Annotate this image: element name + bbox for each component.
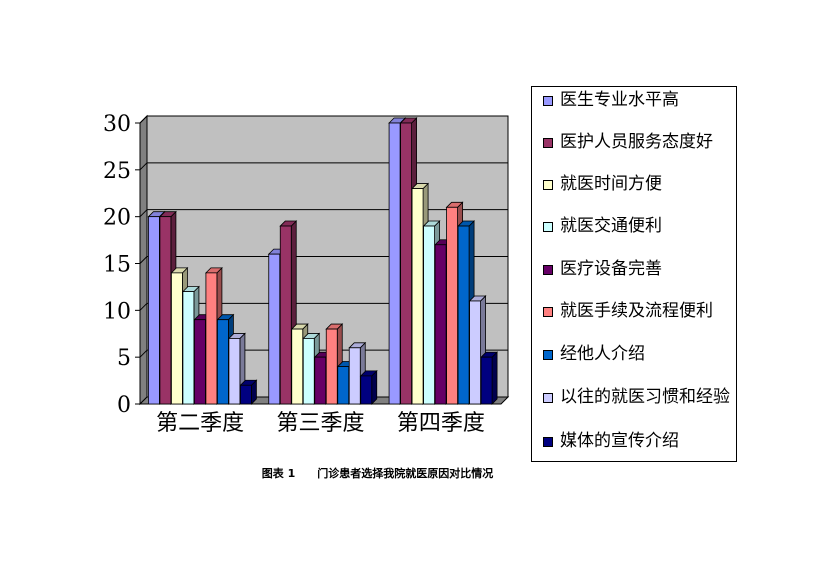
bar	[325, 328, 338, 405]
gridline-side	[139, 209, 148, 218]
bar-side	[491, 351, 498, 405]
y-tick-label: 5	[117, 346, 131, 371]
bar	[411, 188, 424, 405]
figure-caption: 图表 1 门诊患者选择我院就医原因对比情况	[0, 465, 815, 481]
bar	[337, 366, 350, 405]
legend-label: 以往的就医习惯和经验	[560, 387, 730, 407]
bar	[480, 356, 493, 405]
legend-label: 医护人员服务态度好	[560, 132, 713, 152]
bar	[302, 338, 315, 405]
gridline-side	[139, 162, 148, 171]
legend-label: 媒体的宣传介绍	[560, 431, 679, 451]
x-tick-label: 第三季度	[276, 411, 364, 436]
legend-swatch	[543, 180, 553, 190]
bar	[148, 216, 160, 405]
gridline-side	[139, 115, 148, 124]
legend-label: 经他人介绍	[560, 344, 645, 364]
legend-label: 就医交通便利	[560, 216, 662, 236]
bar	[400, 122, 412, 405]
legend-swatch	[543, 222, 553, 232]
y-tick-label: 30	[103, 112, 131, 137]
bar	[182, 291, 195, 405]
legend-label: 就医时间方便	[560, 174, 662, 194]
bar	[279, 225, 292, 405]
x-tick-label: 第四季度	[397, 411, 485, 436]
y-tick-label: 20	[103, 206, 131, 231]
y-tick-label: 25	[103, 159, 131, 184]
bar	[217, 319, 229, 405]
legend-swatch	[543, 138, 553, 148]
gridline-side	[139, 302, 148, 311]
gridline-side	[139, 256, 148, 264]
bar	[205, 272, 218, 405]
legend-swatch	[543, 350, 553, 360]
bar	[348, 347, 361, 405]
legend-swatch	[543, 307, 553, 317]
bar	[434, 244, 447, 405]
bar	[469, 300, 481, 405]
caption-text: 图表 1 门诊患者选择我院就医原因对比情况	[261, 467, 494, 480]
bar	[194, 319, 206, 405]
bar	[159, 216, 172, 405]
bar	[240, 384, 252, 405]
bar	[291, 328, 304, 405]
legend-label: 就医手续及流程便利	[560, 301, 713, 321]
y-tick-label: 15	[103, 253, 131, 278]
chart-legend: 医生专业水平高医护人员服务态度好 就医时间方便 就医交通便利 医疗设备完善就医手续及流…	[531, 86, 737, 462]
bar	[228, 338, 241, 405]
gridline-side	[139, 349, 148, 358]
bar	[171, 272, 183, 405]
bar	[423, 225, 435, 405]
legend-swatch	[543, 393, 553, 403]
bar	[314, 356, 327, 405]
y-tick-label: 10	[103, 299, 131, 324]
legend-swatch	[543, 96, 553, 106]
legend-label: 医疗设备完善	[560, 259, 662, 279]
bar	[457, 225, 470, 405]
legend-swatch	[543, 437, 553, 447]
y-tick-label: 0	[117, 393, 131, 418]
bar-side	[371, 369, 378, 405]
bar	[388, 122, 401, 405]
x-tick-label: 第二季度	[156, 411, 244, 436]
legend-swatch	[543, 265, 553, 275]
bar	[360, 375, 373, 405]
legend-label: 医生专业水平高	[560, 90, 679, 110]
bar	[268, 253, 281, 405]
bar	[446, 206, 458, 405]
